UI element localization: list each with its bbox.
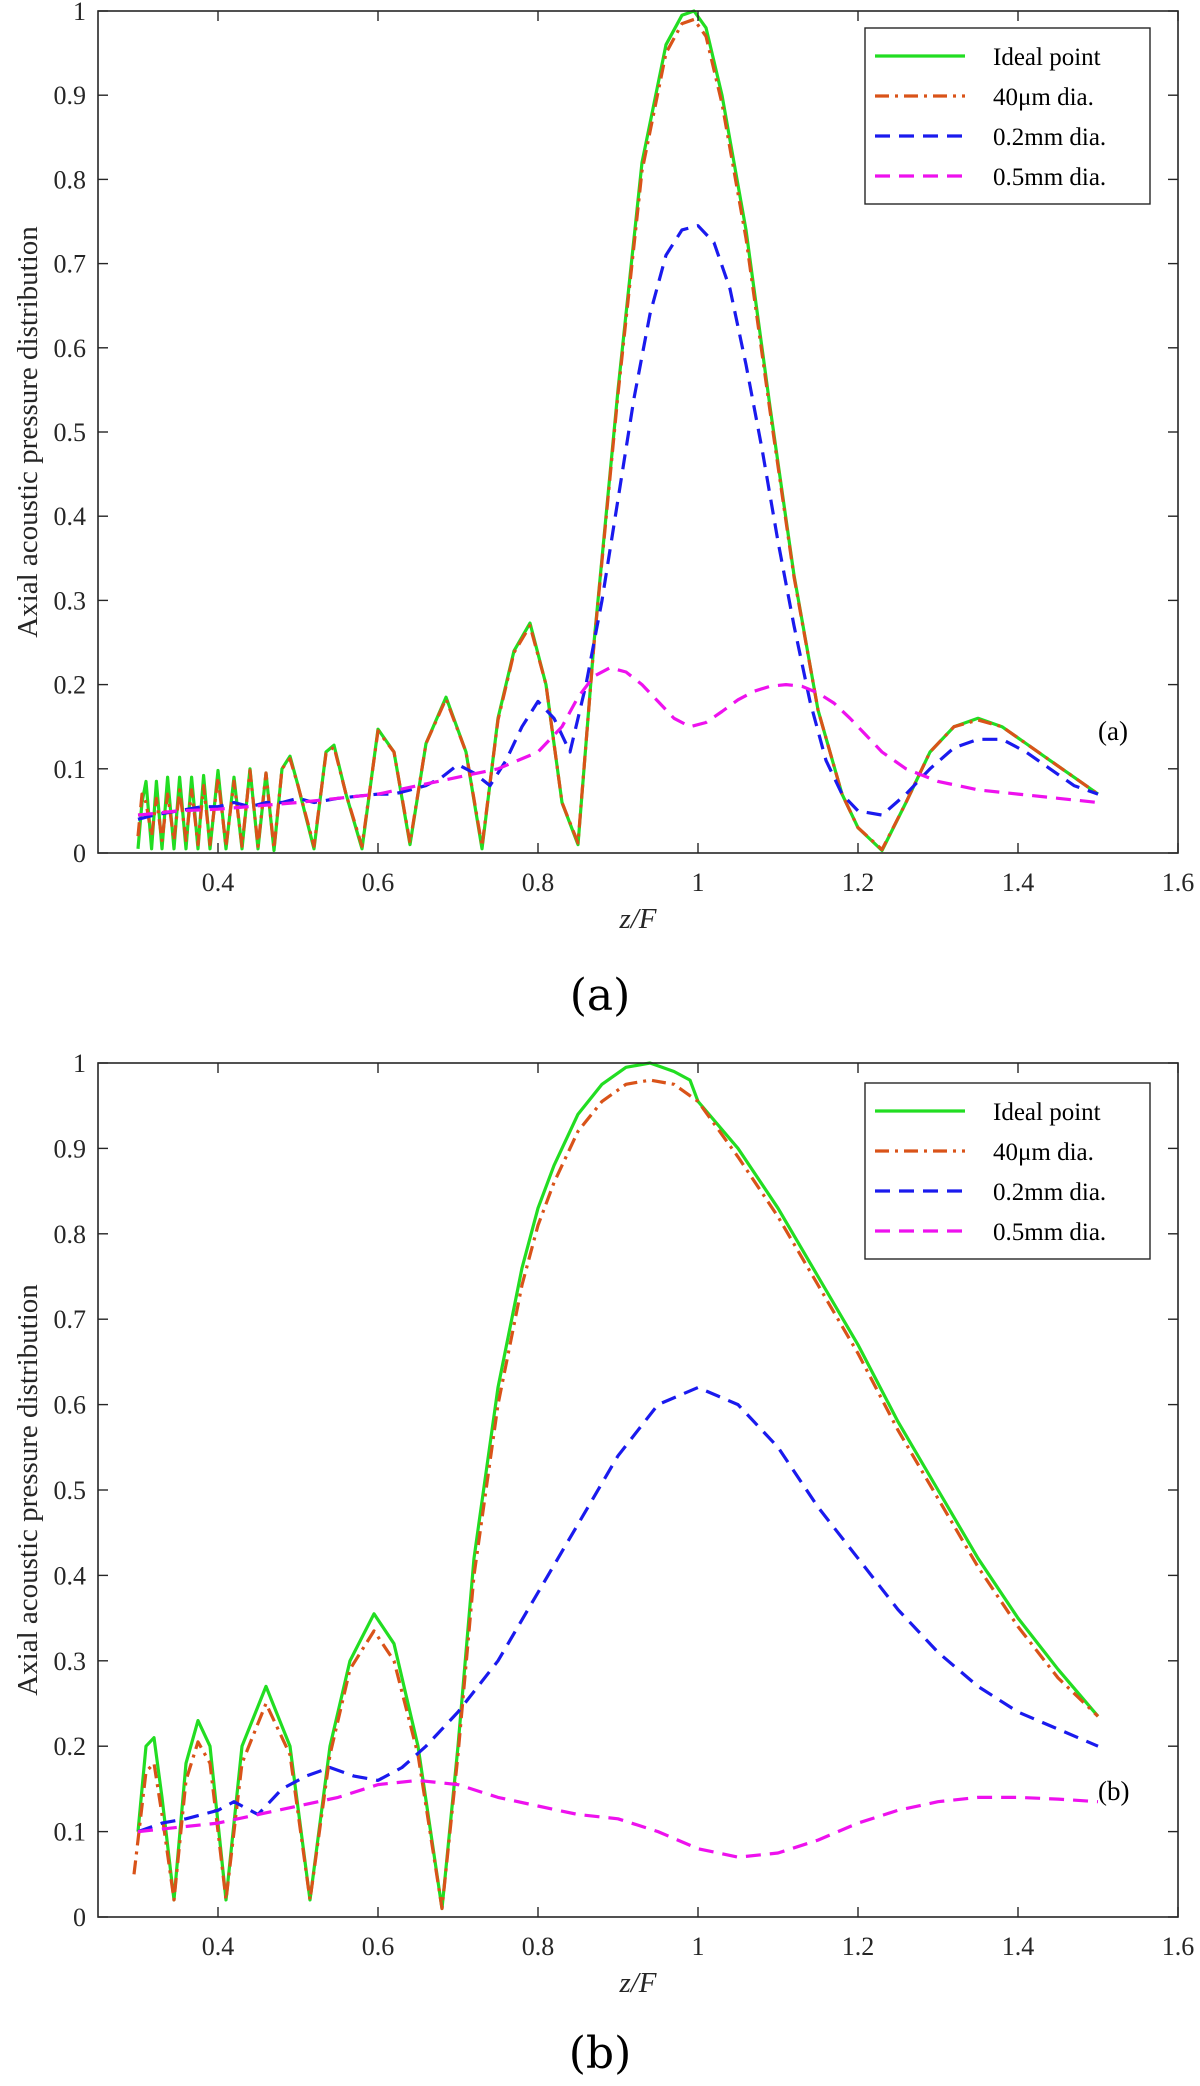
panel-a: 0 0.1 0.2 0.3 0.4 0.5 0.6 0.7 0.8 0.9 1 0.4 0.6 0.8 1 1… <box>12 0 1194 1021</box>
legend-label-1: 40μm dia. <box>993 1139 1094 1166</box>
y-axis-label: Axial acoustic pressure distribution <box>12 226 44 638</box>
x-tick-label: 1 <box>692 868 705 897</box>
x-tick-label: 1.6 <box>1162 868 1195 897</box>
y-tick-label: 0.2 <box>54 671 87 700</box>
series-line-3 <box>137 1778 1099 1859</box>
panel-annotation: (b) <box>1098 1776 1129 1806</box>
panel-caption: (b) <box>569 2028 632 2079</box>
series-line-2 <box>137 1385 1099 1834</box>
y-tick-label: 0.6 <box>54 1391 87 1420</box>
y-tick-label: 0.4 <box>54 1561 87 1590</box>
panel-b: 0 0.1 0.2 0.3 0.4 0.5 0.6 0.7 0.8 0.9 1 0.4 0.6 0.8 1 1… <box>12 1049 1194 2079</box>
x-tick-label: 0.4 <box>202 1932 235 1961</box>
legend: Ideal point 40μm dia. 0.2mm dia. 0.5mm dia. <box>864 27 1151 205</box>
y-tick-label: 0.7 <box>54 250 87 279</box>
y-tick-label: 0.9 <box>54 1134 87 1163</box>
x-tick-label: 1.4 <box>1002 868 1035 897</box>
x-tick-label: 1.4 <box>1002 1932 1035 1961</box>
legend: Ideal point 40μm dia. 0.2mm dia. 0.5mm dia. <box>864 1082 1151 1260</box>
x-tick-label: 1 <box>692 1932 705 1961</box>
y-tick-label: 0.8 <box>54 1220 87 1249</box>
series-line-3 <box>137 666 1099 817</box>
x-tick-label: 1.2 <box>842 1932 875 1961</box>
y-axis-label: Axial acoustic pressure distribution <box>12 1284 44 1696</box>
panel-caption: (a) <box>570 970 631 1021</box>
y-tick-label: 0.5 <box>54 418 87 447</box>
y-tick-label: 0.1 <box>54 1818 87 1847</box>
y-tick-label: 1 <box>73 1049 86 1078</box>
series-line-1 <box>132 1078 1100 1911</box>
y-tick-label: 0.9 <box>54 81 87 110</box>
x-tick-label: 0.6 <box>362 1932 395 1961</box>
y-tick-label: 1 <box>73 0 86 26</box>
y-tick-label: 0.7 <box>54 1305 87 1334</box>
x-tick-label: 1.2 <box>842 868 875 897</box>
series-group <box>132 1061 1100 1911</box>
y-tick-label: 0 <box>73 839 86 868</box>
y-tick-label: 0 <box>73 1903 86 1932</box>
x-tick-label: 0.8 <box>522 868 555 897</box>
legend-label-2: 0.2mm dia. <box>993 1179 1106 1206</box>
y-tick-label: 0.2 <box>54 1732 87 1761</box>
x-tick-label: 0.4 <box>202 868 235 897</box>
legend-label-0: Ideal point <box>993 44 1101 71</box>
x-tick-label: 0.8 <box>522 1932 555 1961</box>
legend-label-3: 0.5mm dia. <box>993 164 1106 191</box>
y-tick-label: 0.4 <box>54 502 87 531</box>
panel-annotation: (a) <box>1098 716 1128 746</box>
y-tick-label: 0.8 <box>54 165 87 194</box>
x-tick-label: 1.6 <box>1162 1932 1195 1961</box>
series-group <box>136 9 1099 853</box>
x-tick-label: 0.6 <box>362 868 395 897</box>
y-tick-label: 0.6 <box>54 334 87 363</box>
y-tick-label: 0.3 <box>54 586 87 615</box>
y-tick-label: 0.5 <box>54 1476 87 1505</box>
legend-label-0: Ideal point <box>993 1099 1101 1126</box>
y-tick-label: 0.3 <box>54 1647 87 1676</box>
x-axis-label: z/F <box>618 1967 656 1999</box>
series-line-1 <box>136 17 1099 852</box>
legend-label-2: 0.2mm dia. <box>993 124 1106 151</box>
legend-label-3: 0.5mm dia. <box>993 1219 1106 1246</box>
x-axis-label: z/F <box>618 903 656 935</box>
series-line-0 <box>136 1061 1100 1911</box>
y-tick-label: 0.1 <box>54 755 87 784</box>
legend-label-1: 40μm dia. <box>993 84 1094 111</box>
